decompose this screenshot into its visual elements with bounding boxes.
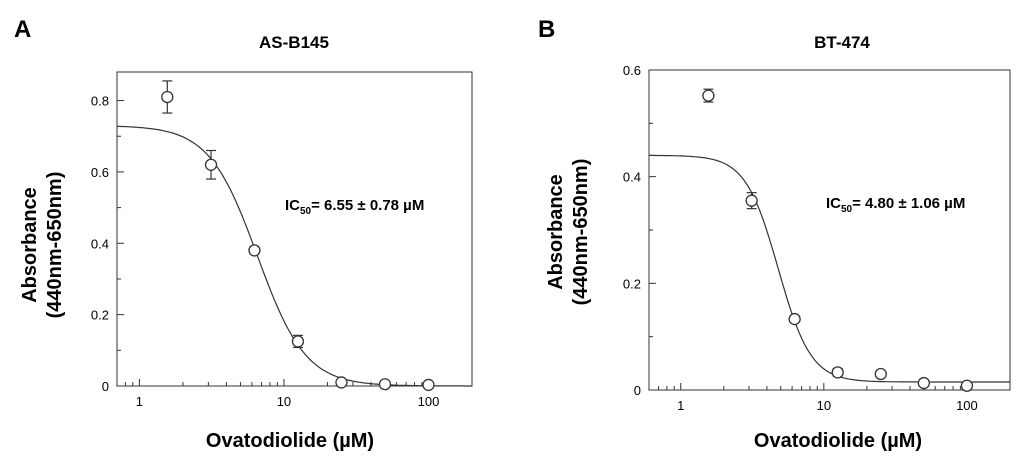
data-marker — [917, 376, 931, 390]
data-point — [702, 88, 715, 103]
y-tick-label: 0 — [102, 379, 109, 394]
x-tick-label: 1 — [136, 394, 143, 409]
y-tick-label: 0.6 — [623, 63, 641, 78]
y-axis-label-line-1: Absorbance — [19, 187, 41, 303]
data-point — [291, 334, 305, 349]
x-axis-label: Ovatodiolide (µM) — [206, 430, 374, 452]
x-tick-label: 10 — [817, 398, 831, 413]
data-points — [161, 80, 435, 392]
y-tick-label: 0.4 — [623, 170, 641, 185]
data-point — [745, 192, 758, 210]
data-points — [702, 88, 974, 392]
x-tick-label: 1 — [677, 398, 684, 413]
data-marker — [161, 90, 174, 104]
data-point — [831, 366, 844, 379]
chart-title: AS-B145 — [259, 33, 329, 52]
data-marker — [788, 312, 801, 326]
panel-letter: A — [14, 16, 31, 43]
data-point — [874, 367, 887, 381]
axis-ticks — [648, 69, 968, 391]
data-point — [960, 379, 974, 392]
data-marker — [335, 376, 348, 389]
data-point — [204, 149, 218, 180]
ic50-prefix: IC — [826, 195, 841, 212]
plot-frame — [648, 69, 1011, 391]
panel-letter: B — [538, 16, 555, 43]
ic50-prefix: IC — [285, 197, 300, 214]
y-tick-label: 0.4 — [91, 236, 109, 251]
chart-panel-b: B BT-474 Absorbance (440nm-650nm) Ovatod… — [538, 16, 1011, 452]
data-point — [788, 312, 801, 326]
data-marker — [291, 335, 305, 348]
data-point — [378, 378, 392, 391]
data-marker — [378, 378, 392, 391]
ic50-subscript: 50 — [300, 206, 312, 217]
x-tick-label: 100 — [418, 394, 440, 409]
y-tick-label: 0.6 — [91, 165, 109, 180]
y-axis-label-line-2: (440nm-650nm) — [570, 159, 592, 306]
data-point — [161, 80, 174, 114]
ic50-value: = 6.55 ± 0.78 µM — [311, 197, 424, 214]
y-tick-label: 0.8 — [91, 94, 109, 109]
data-marker — [204, 158, 218, 171]
data-marker — [422, 378, 435, 392]
data-point — [248, 244, 261, 257]
chart-panel-a: A AS-B145 Absorbance (440nm-650nm) Ovato… — [14, 16, 473, 452]
data-marker — [831, 366, 844, 379]
data-point — [335, 376, 348, 389]
ic50-annotation: IC50= 4.80 ± 1.06 µM — [826, 195, 965, 215]
x-tick-label: 10 — [277, 394, 291, 409]
data-marker — [248, 244, 261, 257]
data-marker — [745, 194, 758, 207]
chart-title: BT-474 — [814, 33, 870, 52]
data-marker — [874, 367, 887, 381]
y-axis-label: Absorbance (440nm-650nm) — [545, 159, 592, 306]
y-tick-label: 0 — [634, 383, 641, 398]
tick-labels: 1 10 100 0 0.2 0.4 0.6 — [623, 63, 978, 413]
x-axis-label: Ovatodiolide (µM) — [754, 430, 922, 452]
y-tick-label: 0.2 — [623, 276, 641, 291]
x-tick-label: 100 — [956, 398, 978, 413]
data-point — [917, 376, 931, 390]
ic50-annotation: IC50= 6.55 ± 0.78 µM — [285, 197, 424, 217]
y-axis-label: Absorbance (440nm-650nm) — [19, 172, 66, 319]
axis-ticks — [116, 100, 429, 387]
y-axis-label-line-2: (440nm-650nm) — [44, 172, 66, 319]
y-axis-label-line-1: Absorbance — [545, 174, 567, 290]
plot-frame — [116, 71, 473, 387]
ic50-value: = 4.80 ± 1.06 µM — [852, 195, 965, 212]
tick-labels: 1 10 100 0 0.2 0.4 0.6 0.8 — [91, 94, 439, 409]
ic50-subscript: 50 — [841, 204, 853, 215]
data-point — [422, 378, 435, 392]
data-marker — [702, 89, 715, 102]
fit-curve — [649, 154, 1010, 383]
data-marker — [960, 379, 974, 392]
y-tick-label: 0.2 — [91, 308, 109, 323]
